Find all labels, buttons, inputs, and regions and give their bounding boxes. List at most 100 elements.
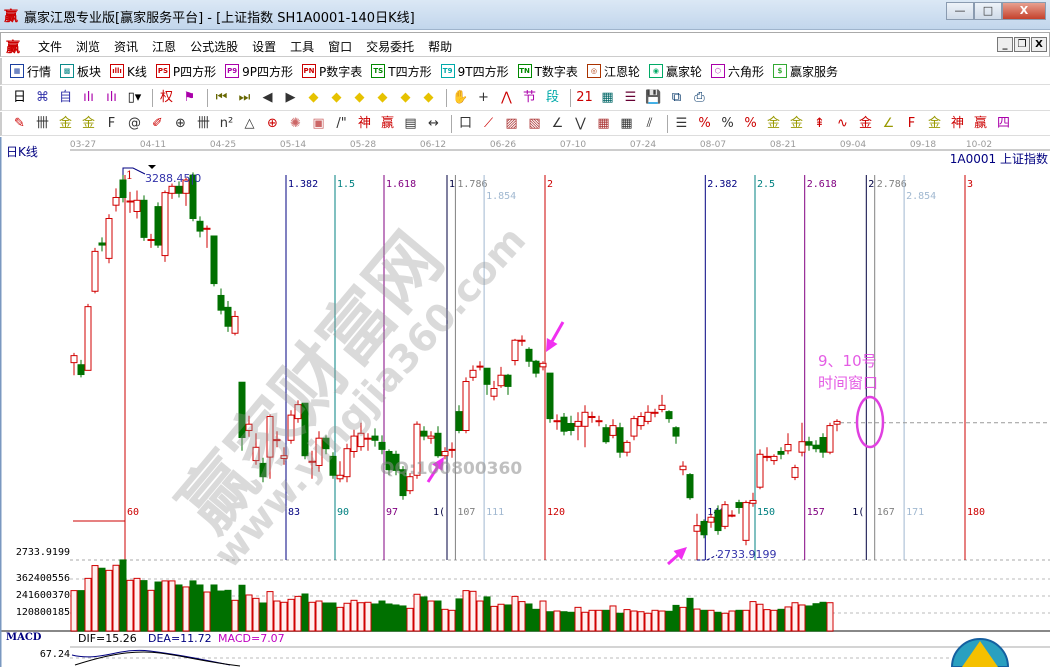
minimize-button[interactable]: — [946, 2, 974, 20]
zigzag-icon[interactable]: ⋁ [575, 115, 586, 131]
diamond-left-icon[interactable]: ◆ [308, 90, 319, 105]
toolbar-button-5[interactable]: PN P数字表 [302, 63, 362, 80]
toolbar-button-8[interactable]: TN T数字表 [517, 63, 578, 80]
flag-icon[interactable]: ⚑ [183, 90, 196, 105]
star-icon[interactable]: ✺ [290, 115, 301, 131]
menu-item-2[interactable]: 资讯 [114, 40, 139, 54]
percent-fan-icon[interactable]: % [698, 115, 711, 131]
close-button[interactable]: X [1002, 2, 1046, 20]
auto-icon[interactable]: 自 [58, 90, 72, 105]
gann-box2-icon[interactable]: ▧ [528, 115, 541, 131]
pen2-icon[interactable]: ✐ [152, 115, 163, 131]
save-icon[interactable]: 💾 [645, 90, 662, 105]
shen-angle-icon[interactable]: 神 [950, 115, 964, 131]
ying-icon[interactable]: 赢 [380, 115, 394, 131]
menu-item-1[interactable]: 浏览 [76, 40, 101, 54]
parallel-icon[interactable]: 卌 [196, 115, 210, 131]
gold-lines-icon[interactable]: 金 [58, 115, 72, 131]
angle2-icon[interactable]: ∠ [882, 115, 895, 131]
grid-box2-icon[interactable]: ▦ [620, 115, 633, 131]
toolbar-button-0[interactable]: ▦ 行情 [10, 63, 51, 80]
rocket-icon[interactable]: ⇞ [814, 115, 825, 131]
maximize-button[interactable]: □ [974, 2, 1002, 20]
menu-item-3[interactable]: 江恩 [152, 40, 177, 54]
diamond-star-icon[interactable]: ◆ [400, 90, 411, 105]
first-icon[interactable]: ⏮ [215, 90, 228, 105]
hand-icon[interactable]: ✋ [452, 90, 469, 105]
circle-grid-icon[interactable]: ⊕ [175, 115, 186, 131]
menu-item-9[interactable]: 帮助 [428, 40, 453, 54]
toolbar-button-10[interactable]: ◉ 赢家轮 [648, 63, 702, 80]
print-icon[interactable]: ⎙ [694, 90, 705, 105]
toolbar-button-9[interactable]: ◎ 江恩轮 [586, 63, 640, 80]
channel-icon[interactable]: ⫽ [646, 115, 653, 131]
day-period-icon[interactable]: 日▾ [12, 90, 26, 123]
menu-item-0[interactable]: 文件 [38, 40, 63, 54]
gold-angle-icon[interactable]: 金 [927, 115, 941, 131]
menu-item-5[interactable]: 设置 [252, 40, 277, 54]
stage-icon[interactable]: 段 [545, 90, 559, 105]
grid-box-icon[interactable]: ▦ [597, 115, 610, 131]
section-icon[interactable]: 节 [522, 90, 536, 105]
gold-lines2-icon[interactable]: 金 [81, 115, 95, 131]
calendar-icon[interactable]: 21 [576, 90, 593, 105]
next-icon[interactable]: ▶ [285, 90, 296, 105]
calculator-icon[interactable]: ▦ [601, 90, 614, 105]
gann-box-icon[interactable]: ▨ [505, 115, 518, 131]
mdi-close-button[interactable]: X [1031, 37, 1047, 52]
gann-fan-icon[interactable]: ⟋ [483, 115, 494, 131]
candle-type-icon[interactable]: ▯▾ [127, 90, 142, 105]
level-lines-icon[interactable]: ☰ [675, 115, 688, 131]
spiral-icon[interactable]: @ [128, 115, 141, 131]
menu-item-6[interactable]: 工具 [290, 40, 315, 54]
fan-icon[interactable]: △ [244, 115, 255, 131]
menu-item-4[interactable]: 公式选股 [190, 40, 239, 54]
diamond-ud-icon[interactable]: ◆ [423, 90, 434, 105]
ying-angle-icon[interactable]: 赢 [973, 115, 987, 131]
diamond-x-icon[interactable]: ◆ [377, 90, 388, 105]
shen-icon[interactable]: 神 [357, 115, 371, 131]
f-angle-icon[interactable]: F [907, 115, 916, 131]
weight-icon[interactable]: 权 [159, 90, 173, 105]
toolbar-button-1[interactable]: ▩ 板块 [60, 63, 101, 80]
gold-coin-icon[interactable]: 金 [766, 115, 780, 131]
percent-lines-icon[interactable]: % [744, 115, 757, 131]
toolbar-button-12[interactable]: $ 赢家服务 [772, 63, 838, 80]
percent-icon[interactable]: % [721, 115, 734, 131]
gold-lines3-icon[interactable]: 金 [789, 115, 803, 131]
last-icon[interactable]: ⏭ [238, 90, 251, 105]
mdi-restore-button[interactable]: ❐ [1014, 37, 1030, 52]
square-target-icon[interactable]: ▣ [312, 115, 325, 131]
measure-icon[interactable]: ↔ [428, 115, 439, 131]
bars9-icon[interactable]: ılı [106, 90, 117, 105]
bars3-icon[interactable]: ılı [83, 90, 94, 105]
prev-icon[interactable]: ◀ [262, 90, 273, 105]
diamond-right-icon[interactable]: ◆ [331, 90, 342, 105]
toolbar-button-3[interactable]: PS P四方形 [155, 63, 216, 80]
toolbar-button-7[interactable]: T9 9T四方形 [440, 63, 509, 80]
kline-chart[interactable]: 03-27 04-11 04-25 05-14 05-28 06-12 06-26 07-10… [0, 137, 1050, 667]
network-icon[interactable]: ⧉ [671, 90, 682, 105]
angle-icon[interactable]: ∠ [551, 115, 564, 131]
notes-icon[interactable]: ☰ [624, 90, 637, 105]
angle-lines-icon[interactable]: /" [336, 115, 347, 131]
mdi-minimize-button[interactable]: _ [997, 37, 1013, 52]
toolbar-button-6[interactable]: TS T四方形 [371, 63, 432, 80]
crosshair-icon[interactable]: + [478, 90, 489, 105]
toolbar-button-2[interactable]: ıllı K线 [110, 63, 147, 80]
target-icon[interactable]: ⊕ [267, 115, 278, 131]
chart-canvas[interactable]: 03-27 04-11 04-25 05-14 05-28 06-12 06-26 07-10… [0, 137, 1050, 667]
toolbar-button-11[interactable]: ⬡ 六角形 [710, 63, 764, 80]
chart-style-icon[interactable]: ⌘ [36, 90, 49, 105]
four-angle-icon[interactable]: 四 [996, 115, 1010, 131]
line-draw-icon[interactable]: ⋀ [501, 90, 512, 105]
menu-item-7[interactable]: 窗口 [328, 40, 353, 54]
gold-box-icon[interactable]: 金 [858, 115, 872, 131]
diamond-lr-icon[interactable]: ◆ [354, 90, 365, 105]
toolbar-button-4[interactable]: P9 9P四方形 [225, 63, 293, 80]
wave-icon[interactable]: ∿ [837, 115, 848, 131]
n2-icon[interactable]: n² [219, 115, 234, 131]
pen-icon[interactable]: ✎ [14, 115, 25, 131]
fib-lines-icon[interactable]: F [107, 115, 116, 131]
ruler-icon[interactable]: ▤ [404, 115, 417, 131]
